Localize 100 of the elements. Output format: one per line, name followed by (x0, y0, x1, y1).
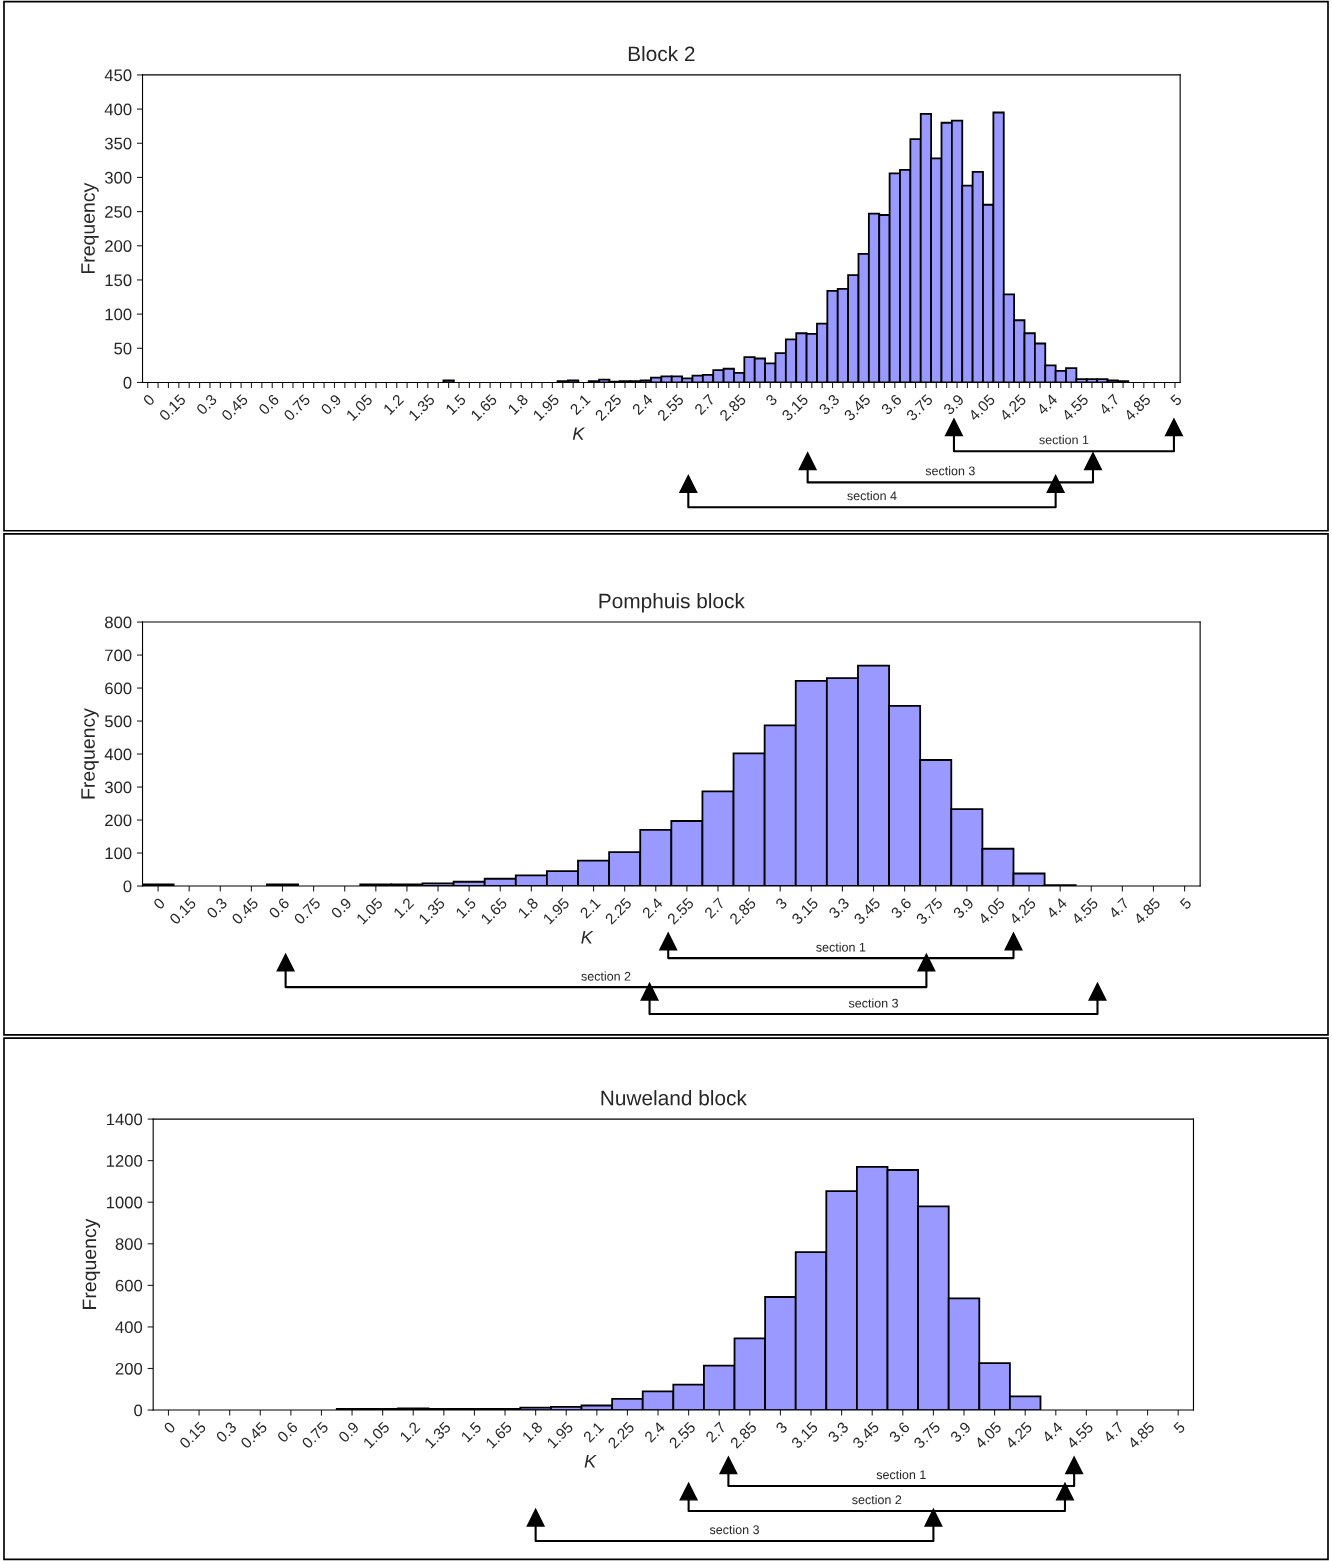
y-tick-label: 1200 (106, 1155, 143, 1167)
y-tick-label: 50 (114, 342, 132, 355)
x-tick-label: 3 (764, 393, 778, 407)
text: section 4 (847, 491, 897, 501)
y-tick-label: 600 (115, 1279, 143, 1292)
y-axis-title: Frequency (81, 708, 99, 799)
x-tick-label: 4.4 (1045, 897, 1068, 920)
x-tick-label: 4.4 (1041, 1421, 1064, 1444)
y-tick-label: 150 (105, 274, 132, 287)
x-tick-label: 5 (1179, 897, 1193, 910)
y-tick-label: 800 (105, 616, 132, 629)
x-tick-label: 3.3 (827, 1421, 850, 1444)
x-tick-label: 2.1 (579, 897, 601, 919)
x-tick-label: 2.1 (569, 393, 591, 416)
y-tick-label: 600 (105, 682, 132, 695)
x-tick-label: 2.7 (693, 393, 716, 416)
x-tick-label: 4.55 (1070, 897, 1099, 926)
y-tick-label: 500 (104, 715, 132, 728)
x-tick-label: 3.3 (828, 897, 850, 919)
x-tick-label: 1.5 (460, 1421, 482, 1443)
y-tick-label: 100 (105, 308, 132, 321)
x-tick-label: 1.2 (382, 393, 405, 415)
x-tick-label: 4.85 (1132, 897, 1161, 926)
y-tick-label: 300 (104, 171, 132, 184)
x-tick-label: 2.4 (643, 1421, 666, 1443)
x-tick-label: 3.3 (818, 393, 841, 416)
y-tick-label: 100 (105, 847, 132, 860)
x-tick-label: 0.6 (268, 897, 290, 919)
x-tick-label: 4.7 (1108, 897, 1130, 920)
chart-title: Nuweland block (601, 1090, 747, 1106)
y-tick-label: 350 (104, 137, 132, 150)
x-tick-label: 0.6 (257, 393, 280, 416)
x-tick-label: 4.7 (1102, 1421, 1125, 1444)
y-axis-title: Frequency (82, 1218, 101, 1309)
y-tick-label: 200 (105, 814, 132, 827)
y-tick-label: 200 (115, 1362, 143, 1375)
x-tick-label: 4.4 (1036, 393, 1058, 416)
y-tick-label: 200 (105, 240, 132, 252)
text: section 3 (709, 1524, 759, 1535)
x-tick-label: 3.9 (952, 897, 975, 919)
x-tick-label: 2.4 (641, 897, 664, 919)
y-axis-title: Frequency (81, 182, 99, 274)
text: section 1 (876, 1469, 926, 1480)
x-tick-label: 1.5 (445, 393, 467, 415)
x-tick-label: 3.6 (890, 897, 913, 919)
x-tick-label: 1.5 (455, 897, 477, 919)
y-tick-label: 0 (134, 1404, 143, 1417)
y-tick-label: 400 (104, 103, 132, 116)
x-tick-label: 4.25 (1008, 897, 1037, 926)
chart-title: Pomphuis block (599, 593, 745, 613)
x-tick-label: 2.4 (631, 393, 654, 416)
x-tick-label: 4.05 (977, 897, 1006, 926)
x-tick-label: 0.9 (337, 1421, 360, 1443)
x-tick-label: 2.7 (703, 897, 726, 919)
y-tick-label: 250 (105, 206, 132, 218)
x-tick-label: 0 (142, 393, 156, 407)
x-tick-label: 3.9 (949, 1421, 972, 1444)
x-tick-label: 0 (163, 1421, 176, 1434)
text: section 1 (816, 942, 866, 952)
x-axis-title: K (584, 1455, 597, 1468)
x-tick-label: 1.2 (393, 897, 415, 919)
x-tick-label: 1.8 (517, 897, 539, 919)
y-tick-label: 400 (115, 1321, 143, 1334)
x-tick-label: 0.3 (205, 897, 228, 919)
x-tick-label: 4.85 (1127, 1421, 1156, 1450)
x-tick-label: 1.8 (507, 393, 529, 415)
x-tick-label: 0.3 (195, 393, 218, 416)
text: section 2 (581, 971, 631, 981)
x-tick-label: 0.9 (330, 897, 353, 919)
x-tick-label: 4.05 (974, 1421, 1003, 1450)
x-tick-label: 1.2 (399, 1421, 421, 1443)
x-tick-label: 0.6 (276, 1421, 299, 1443)
x-tick-label: 0.9 (320, 393, 342, 416)
x-tick-label: 3.6 (880, 393, 903, 416)
y-tick-label: 300 (104, 781, 132, 794)
y-tick-label: 450 (104, 69, 132, 82)
y-tick-label: 800 (115, 1238, 143, 1250)
x-tick-label: 4.7 (1098, 393, 1120, 416)
y-tick-label: 700 (105, 649, 132, 662)
x-tick-label: 3.6 (888, 1421, 911, 1444)
y-tick-label: 400 (104, 748, 132, 761)
x-tick-label: 2.1 (582, 1421, 605, 1443)
x-tick-label: 5 (1172, 1421, 1186, 1434)
y-tick-label: 0 (123, 880, 132, 893)
text: section 2 (852, 1495, 902, 1505)
text: section 3 (925, 466, 975, 476)
x-tick-label: 5 (1169, 393, 1183, 407)
y-tick-label: 1400 (106, 1113, 143, 1126)
y-tick-label: 0 (123, 376, 132, 389)
x-tick-label: 2.7 (705, 1421, 727, 1443)
x-tick-label: 0.3 (215, 1421, 238, 1443)
x-axis-title: K (581, 930, 594, 944)
x-tick-label: 0 (152, 897, 166, 910)
y-tick-label: 1000 (106, 1196, 143, 1209)
x-tick-label: 1.8 (521, 1421, 544, 1443)
x-tick-label: 3 (775, 1421, 788, 1434)
x-tick-label: 3 (774, 897, 788, 910)
chart-title: Block 2 (628, 45, 695, 62)
text: section 3 (848, 998, 898, 1008)
text: section 1 (1039, 435, 1089, 445)
